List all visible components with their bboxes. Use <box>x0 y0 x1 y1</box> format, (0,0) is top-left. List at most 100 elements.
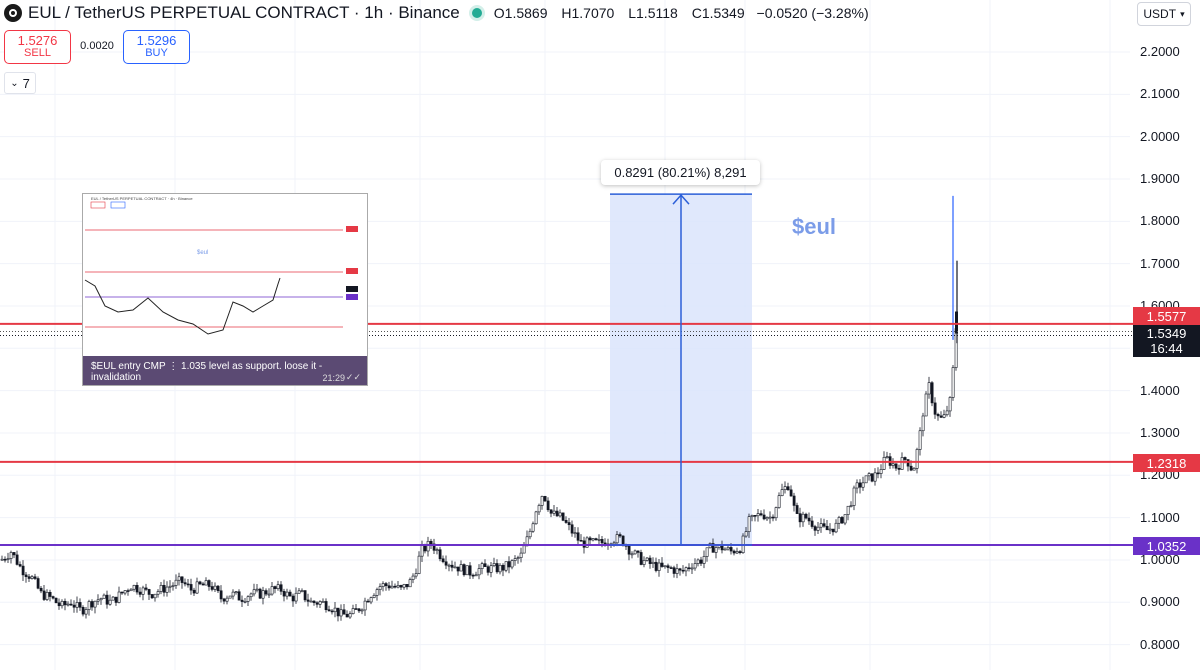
candle-up <box>372 595 376 598</box>
candle-up <box>300 590 304 592</box>
candle-up <box>480 563 484 569</box>
candle-up <box>87 601 91 610</box>
candle-down <box>90 601 94 608</box>
price-label-red-upper: 1.5577 <box>1133 307 1200 325</box>
ohlc-low-value: 1.5118 <box>636 5 678 21</box>
candle-down <box>63 600 67 606</box>
candle-down <box>729 547 733 552</box>
candle-up <box>45 591 49 600</box>
candle-up <box>333 607 337 613</box>
candle-up <box>117 591 121 603</box>
candle-down <box>105 594 109 605</box>
candle-down <box>291 595 295 602</box>
candle-down <box>909 465 913 471</box>
candle-up <box>690 567 694 570</box>
buy-label: BUY <box>145 47 168 59</box>
candle-up <box>657 562 661 571</box>
candle-up <box>774 507 778 519</box>
candle-down <box>57 602 61 607</box>
candle-down <box>183 582 187 585</box>
y-tick-label: 1.8000 <box>1140 213 1180 229</box>
candle-up <box>843 514 847 524</box>
candle-up <box>318 601 322 605</box>
embedded-caption-text: $EUL entry CMP ⋮ 1.035 level as support.… <box>91 361 323 383</box>
candle-down <box>807 517 811 522</box>
candle-down <box>264 590 268 595</box>
candle-down <box>21 565 25 576</box>
sell-button[interactable]: 1.5276 SELL <box>4 30 71 64</box>
symbol-title[interactable]: EUL / TetherUS PERPETUAL CONTRACT · 1h ·… <box>28 3 460 22</box>
candle-up <box>900 457 904 470</box>
ohlc-low-key: L <box>628 5 637 21</box>
candle-up <box>573 532 577 535</box>
candle-down <box>732 550 736 554</box>
candle-up <box>228 595 232 599</box>
ohlc-close-value: 1.5349 <box>701 5 745 21</box>
candle-down <box>81 606 85 615</box>
candle-up <box>873 472 877 482</box>
candle-down <box>627 545 631 555</box>
candle-up <box>945 410 949 416</box>
candle-down <box>366 600 370 603</box>
chart-header: EUL / TetherUS PERPETUAL CONTRACT · 1h ·… <box>0 0 869 26</box>
buy-button[interactable]: 1.5296 BUY <box>123 30 190 64</box>
candle-down <box>546 500 550 511</box>
chevron-down-icon: ⌄ <box>10 77 19 89</box>
candle-up <box>285 591 289 597</box>
candle-down <box>738 551 742 553</box>
countdown-timer: 16:44 <box>1150 341 1183 356</box>
candle-up <box>132 585 136 590</box>
candle-down <box>759 513 763 516</box>
candle-up <box>498 564 502 573</box>
candle-down <box>198 581 202 585</box>
embedded-mini-chart <box>84 201 358 335</box>
candle-down <box>42 590 46 600</box>
candle-up <box>426 540 430 552</box>
candle-up <box>459 564 463 572</box>
ohlc-close-key: C <box>691 5 702 21</box>
candle-up <box>921 415 925 432</box>
candle-up <box>141 587 145 595</box>
candle-up <box>360 609 364 612</box>
candle-up <box>702 556 706 564</box>
candle-up <box>675 568 679 574</box>
candle-up <box>768 516 772 519</box>
candle-up <box>723 548 727 551</box>
candle-up <box>519 552 523 558</box>
candle-down <box>54 597 58 604</box>
indicators-toggle[interactable]: ⌄ 7 <box>4 72 36 94</box>
y-tick-label: 1.3000 <box>1140 424 1180 440</box>
candle-down <box>561 512 565 521</box>
buy-price: 1.5296 <box>136 33 177 48</box>
candle-up <box>849 505 853 507</box>
candle-up <box>726 547 730 550</box>
candle-down <box>312 600 316 603</box>
spread-value: 0.0020 <box>80 40 114 52</box>
candle-up <box>477 568 481 576</box>
candle-up <box>891 463 895 466</box>
candle-down <box>795 505 799 514</box>
y-tick-label: 1.9000 <box>1140 170 1180 186</box>
candle-up <box>231 591 235 597</box>
candle-down <box>681 569 685 572</box>
sell-price: 1.5276 <box>17 33 58 48</box>
candle-down <box>432 543 436 551</box>
candle-up <box>516 557 520 559</box>
candle-down <box>15 554 19 565</box>
currency-selector[interactable]: USDT ▾ <box>1137 2 1191 26</box>
candle-down <box>36 578 40 589</box>
embedded-chart-title: EUL / TetherUS PERPETUAL CONTRACT · 4h ·… <box>91 196 193 201</box>
candle-down <box>114 596 118 603</box>
candle-up <box>642 560 646 565</box>
candle-up <box>177 576 181 581</box>
candle-up <box>60 600 64 607</box>
candlestick-series <box>0 195 958 622</box>
candle-down <box>810 520 814 527</box>
candle-down <box>441 558 445 563</box>
candle-down <box>240 599 244 602</box>
candle-down <box>822 523 826 527</box>
candle-up <box>111 596 115 601</box>
candle-down <box>906 459 910 467</box>
candle-down <box>894 463 898 469</box>
candle-down <box>687 567 691 570</box>
